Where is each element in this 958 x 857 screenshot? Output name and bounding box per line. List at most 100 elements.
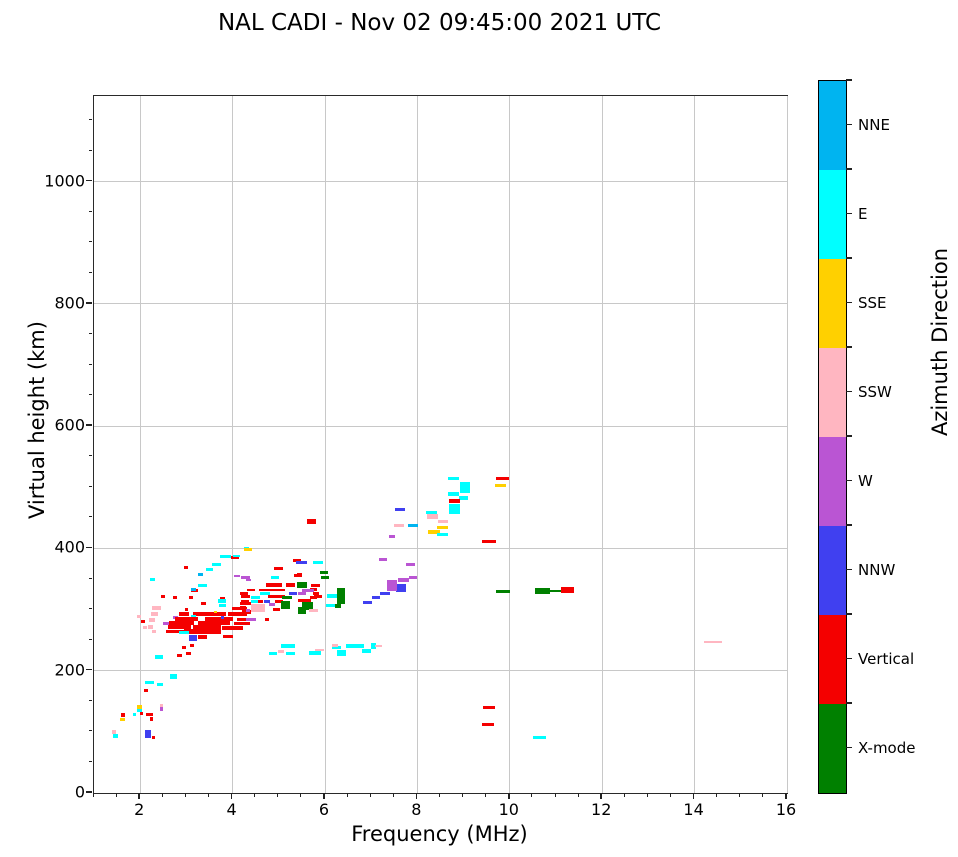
x-gridline	[416, 96, 418, 793]
x-major-tick	[600, 793, 602, 799]
colorbar-segment-nne	[819, 81, 846, 170]
colorbar-segment-nnw	[819, 526, 846, 615]
data-point	[113, 733, 118, 739]
data-point	[150, 612, 158, 616]
x-major-tick	[508, 793, 510, 799]
data-point	[388, 534, 396, 538]
data-point	[157, 682, 163, 686]
colorbar-segment-vertical	[819, 615, 846, 704]
x-minor-tick	[254, 793, 256, 797]
data-point	[482, 722, 495, 727]
data-point	[370, 642, 377, 649]
data-point	[302, 601, 313, 610]
data-point	[264, 600, 271, 604]
data-point	[396, 583, 407, 593]
data-point	[184, 608, 189, 612]
colorbar-tick	[846, 212, 852, 215]
data-point	[331, 645, 342, 649]
x-minor-tick	[554, 793, 556, 797]
data-point	[151, 630, 157, 634]
x-minor-tick	[300, 793, 302, 797]
data-point	[534, 588, 550, 595]
data-point	[296, 560, 308, 565]
data-point	[246, 579, 252, 582]
data-point	[260, 591, 270, 595]
x-tick-label: 4	[226, 800, 237, 819]
x-gridline	[786, 96, 788, 793]
data-point	[306, 519, 316, 524]
x-minor-tick	[208, 793, 209, 797]
y-minor-tick	[88, 485, 92, 487]
colorbar-label-w: W	[858, 471, 873, 490]
colorbar-label-vertical: Vertical	[858, 649, 915, 668]
x-tick-label: 8	[411, 800, 422, 819]
data-point	[314, 648, 325, 652]
data-point	[120, 713, 125, 718]
y-minor-tick	[88, 699, 92, 701]
y-tick-label: 400	[54, 537, 85, 557]
data-point	[288, 592, 297, 595]
colorbar-segment-sse	[819, 259, 846, 348]
data-point	[437, 532, 449, 536]
x-minor-tick	[762, 793, 764, 797]
x-minor-tick	[161, 793, 163, 797]
y-minor-tick	[88, 730, 92, 732]
data-point	[159, 707, 164, 712]
data-point	[148, 618, 155, 622]
colorbar-segment-e	[819, 170, 846, 259]
y-tick-label: 0	[74, 782, 85, 802]
data-point	[495, 483, 506, 487]
y-gridline	[94, 425, 787, 427]
colorbar-segment-w	[819, 437, 846, 526]
x-tick-label: 16	[775, 800, 797, 819]
x-gridline	[232, 96, 234, 793]
data-point	[265, 618, 270, 622]
colorbar-label-e: E	[858, 204, 868, 223]
y-minor-tick	[88, 638, 92, 640]
y-minor-tick	[88, 516, 92, 518]
data-point	[174, 616, 198, 621]
y-major-tick	[86, 302, 92, 304]
data-point	[408, 576, 417, 580]
data-point	[268, 595, 285, 599]
data-point	[274, 600, 283, 604]
data-point	[398, 578, 409, 583]
x-major-tick	[138, 793, 140, 799]
data-point	[154, 655, 163, 660]
colorbar-tick	[846, 390, 852, 393]
y-minor-tick	[88, 332, 92, 334]
y-tick-label: 600	[54, 415, 85, 435]
data-point	[496, 477, 510, 481]
data-point	[326, 594, 337, 598]
data-point	[188, 635, 197, 642]
data-point	[137, 708, 143, 713]
x-minor-tick	[346, 793, 348, 797]
data-point	[184, 629, 222, 634]
data-point	[427, 530, 440, 534]
data-point	[560, 586, 575, 594]
y-tick-label: 800	[54, 293, 85, 313]
data-point	[232, 606, 247, 611]
x-gridline	[601, 96, 603, 793]
data-point	[346, 644, 364, 649]
data-point	[173, 595, 177, 599]
x-minor-tick	[577, 793, 579, 797]
colorbar-tick	[846, 301, 852, 304]
data-point	[244, 548, 252, 552]
data-point	[550, 590, 562, 593]
data-point	[250, 604, 266, 613]
data-point	[459, 481, 471, 493]
data-point	[142, 626, 147, 630]
data-point	[244, 546, 249, 550]
data-point	[188, 595, 194, 599]
x-minor-tick	[369, 793, 371, 797]
data-point	[313, 595, 323, 599]
data-point	[162, 621, 169, 625]
data-point	[136, 615, 142, 619]
data-point	[193, 625, 222, 630]
data-point	[312, 592, 319, 595]
y-minor-tick	[88, 241, 92, 243]
colorbar-tick	[846, 479, 852, 482]
colorbar-boundary-tick	[846, 524, 852, 526]
data-point	[703, 640, 723, 643]
